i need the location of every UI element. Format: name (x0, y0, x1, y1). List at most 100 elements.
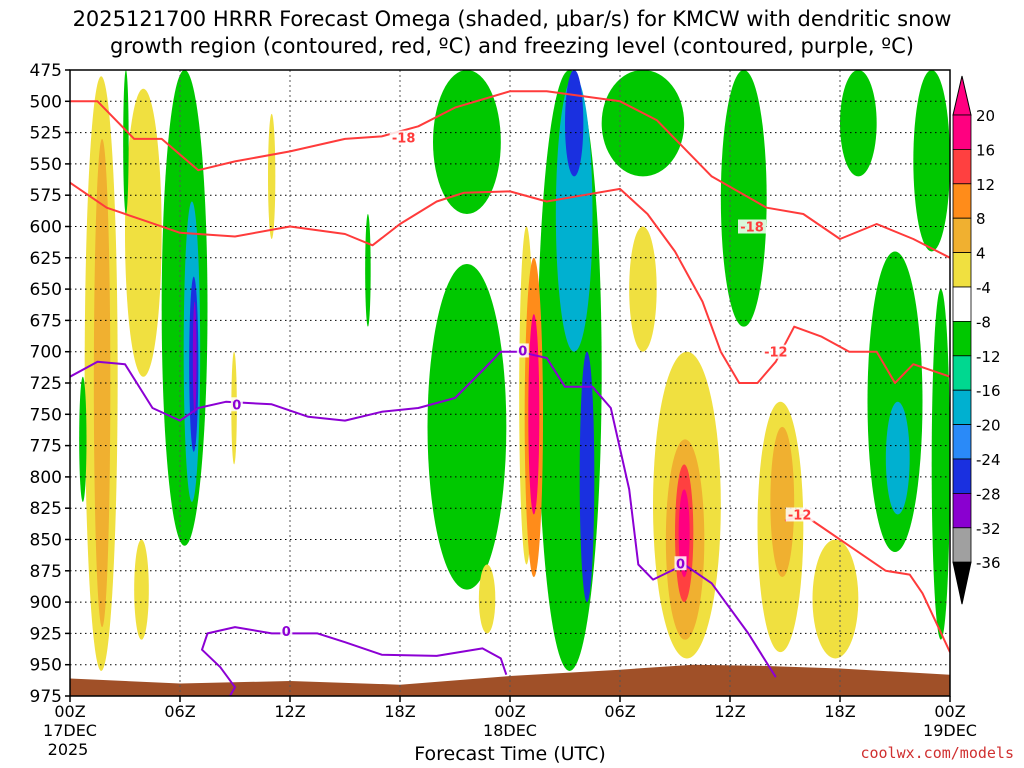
omega-cell-5 (123, 70, 129, 214)
omega-cell-22 (579, 351, 595, 603)
x-tick-label-1: 06Z (164, 702, 195, 721)
colorbar-swatch-12 (952, 527, 972, 563)
dgz-line-0 (70, 90, 950, 259)
omega-cell-28 (678, 489, 690, 578)
omega-cell-12 (365, 213, 371, 327)
colorbar-swatch-6 (952, 320, 972, 357)
colorbar-label-9: -20 (976, 417, 1001, 435)
y-tick-label-7: 650 (30, 280, 62, 300)
freezing-level-contours (70, 350, 777, 696)
y-tick-label-14: 825 (30, 499, 62, 519)
x-tick-label-6: 12Z (714, 702, 745, 721)
dgz-label-bg-0-0 (389, 130, 418, 145)
omega-cell-21 (528, 314, 540, 515)
omega-cell-14 (427, 264, 507, 590)
y-axis: 475 500 525 550 575 600 625 650 675 700 725 750 775 8… (30, 61, 70, 707)
freezing-label-0-1: 0 (676, 557, 685, 572)
colorbar-label-7: -12 (976, 348, 1001, 366)
freezing-label-0-0: 0 (518, 344, 527, 359)
freezing-label-bg-0-0 (516, 343, 529, 358)
colorbar-label-12: -32 (976, 520, 1001, 538)
y-tick-label-13: 800 (30, 468, 62, 488)
colorbar-label-10: -24 (976, 451, 1001, 469)
x-tick-label-2: 12Z (274, 702, 305, 721)
freezing-label-1-0: 0 (282, 625, 291, 640)
x-tick-label-4: 00Z (494, 702, 525, 721)
omega-cell-29 (720, 70, 767, 327)
freezing-label-0-2: 0 (232, 398, 241, 413)
colorbar-bottom-arrow (952, 561, 972, 605)
y-tick-label-4: 575 (30, 186, 62, 206)
x-axis-label: Forecast Time (UTC) (414, 743, 606, 765)
dgz-label-bg-1-0 (761, 344, 790, 359)
y-tick-label-1: 500 (30, 92, 62, 112)
omega-cell-33 (840, 70, 877, 177)
dgz-line-2 (784, 513, 950, 653)
x-tick-label-8: 00Z (934, 702, 965, 721)
x-tick-label-7: 18Z (824, 702, 855, 721)
dgz-label-1-0: -12 (764, 346, 788, 361)
colorbar-top-arrow (952, 75, 972, 116)
colorbar-label-1: 16 (976, 141, 995, 159)
colorbar-swatch-8 (952, 389, 972, 426)
omega-cell-35 (885, 401, 910, 515)
y-tick-label-20: 975 (30, 687, 62, 707)
colorbar-label-0: 20 (976, 107, 995, 125)
y-tick-label-3: 550 (30, 155, 62, 175)
colorbar-swatch-7 (952, 355, 972, 391)
y-tick-label-0: 475 (30, 61, 62, 81)
chart-title-line1: 2025121700 HRRR Forecast Omega (shaded, … (72, 7, 952, 31)
omega-cell-2 (79, 376, 87, 502)
omega-cell-15 (478, 564, 496, 634)
y-tick-label-5: 600 (30, 218, 62, 238)
freezing-label-bg-1-0 (280, 623, 293, 638)
x-tick-date-4: 18DEC (483, 721, 537, 740)
omega-cell-1 (93, 138, 111, 628)
omega-cell-9 (192, 301, 197, 415)
colorbar-swatch-0 (952, 114, 972, 150)
dgz-line-1 (70, 181, 950, 384)
x-tick-label-3: 18Z (384, 702, 415, 721)
colorbar-label-3: 8 (976, 210, 986, 228)
y-tick-label-11: 750 (30, 405, 62, 425)
y-tick-label-8: 675 (30, 311, 62, 331)
omega-cell-13 (433, 70, 501, 214)
omega-cell-31 (770, 426, 795, 578)
y-tick-label-19: 950 (30, 656, 62, 676)
chart-title-line2: growth region (contoured, red, ºC) and f… (110, 34, 914, 58)
colorbar-swatch-3 (952, 217, 972, 253)
colorbar-label-13: -36 (976, 554, 1001, 572)
contour-labels: -18 -18 -12 -12 0 0 0 0 (230, 130, 814, 640)
omega-cell-18 (555, 76, 593, 352)
y-tick-label-12: 775 (30, 437, 62, 457)
omega-cell-37 (931, 289, 950, 640)
y-tick-label-6: 625 (30, 249, 62, 269)
omega-cell-36 (913, 70, 950, 252)
omega-cell-3 (134, 539, 149, 640)
omega-cell-24 (629, 226, 657, 352)
colorbar-swatch-2 (952, 183, 972, 219)
dgz-label-0-1: -18 (740, 221, 764, 236)
colorbar: 20 16 12 8 4 -4 -8 -12 -16 -20 -24 -28 -32 -36 (952, 75, 1001, 605)
colorbar-label-11: -28 (976, 485, 1001, 503)
colorbar-label-4: 4 (976, 245, 986, 263)
dgz-label-0-0: -18 (392, 132, 416, 147)
x-tick-date-0: 17DEC (43, 721, 97, 740)
x-tick-year-0: 2025 (48, 740, 89, 759)
x-tick-label-0: 00Z (54, 702, 85, 721)
freezing-line-0 (70, 350, 777, 678)
dgz-label-2-0: -12 (788, 508, 812, 523)
dgz-label-bg-0-1 (738, 219, 766, 234)
freezing-label-bg-0-2 (230, 397, 243, 412)
colorbar-label-5: -4 (976, 279, 991, 297)
colorbar-swatch-5 (952, 286, 972, 322)
source-credit: coolwx.com/models (860, 744, 1014, 762)
y-tick-label-10: 725 (30, 374, 62, 394)
y-tick-label-2: 525 (30, 124, 62, 144)
colorbar-label-8: -16 (976, 382, 1001, 400)
dgz-label-bg-2-0 (785, 507, 814, 522)
omega-shading (79, 70, 950, 671)
colorbar-label-6: -8 (976, 313, 991, 331)
